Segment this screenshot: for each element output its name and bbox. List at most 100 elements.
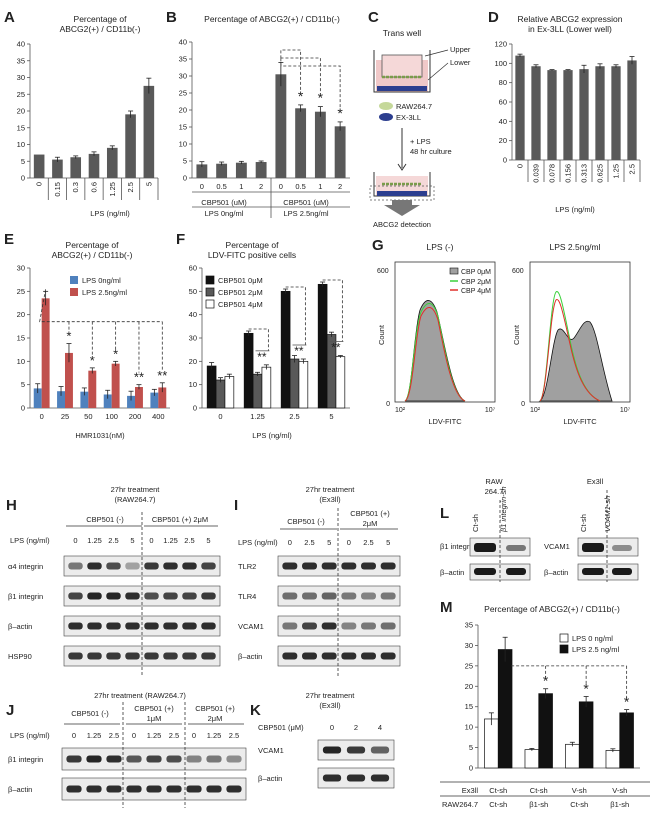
f-bar-series-0 (243, 332, 254, 409)
panel-i-label: I (234, 497, 238, 514)
f-xtick-label: 5 (329, 412, 333, 421)
m-bar-lps25 (578, 701, 594, 769)
e-bar-lps0 (80, 391, 89, 408)
panel-m-label: M (440, 599, 453, 616)
j-lane-labels: 0 1.25 2.5 0 1.25 2.5 0 1.25 2.5 (72, 731, 239, 740)
b-ytick-label: 15 (179, 123, 187, 132)
j-header: 27hr treatment (RAW264.7) (94, 691, 186, 700)
a-xtick-label: 0.15 (53, 182, 62, 197)
lower-label: Lower (450, 58, 471, 67)
blot-strip (277, 555, 401, 577)
blot-band (361, 592, 376, 600)
e-significance-star: ** (134, 370, 144, 385)
blot-band (201, 622, 216, 630)
blot-band (163, 622, 178, 630)
blot-band (144, 652, 159, 660)
e-significance-star: * (90, 353, 95, 368)
panel-d: D Relative ABCG2 expression in Ex-3LL (L… (488, 9, 641, 214)
lps-add-label: + LPS (410, 137, 431, 146)
blot-band (201, 562, 216, 570)
blot-band (68, 622, 83, 630)
blot-strip (63, 615, 221, 637)
blot-band (282, 622, 298, 630)
g-legend-2: CBP 4μM (461, 288, 491, 295)
m-ytick-label: 5 (469, 743, 473, 752)
blot-band (321, 592, 337, 600)
lane-label: 0 (347, 538, 351, 547)
b-ytick-label: 35 (179, 55, 187, 64)
f-ytick-label: 10 (189, 380, 197, 389)
i-header-1: 27hr treatment (306, 485, 356, 494)
histogram-lps-neg (394, 261, 496, 403)
b-significance-star: * (337, 105, 343, 121)
e-legend-label: LPS 0ng/ml (82, 276, 121, 285)
e-ytick-label: 20 (17, 310, 25, 319)
a-ytick-label: 0 (21, 174, 25, 183)
blot-band (282, 562, 298, 570)
d-xtick-label: 1.25 (612, 164, 621, 179)
l-left-row-1: β–actin (440, 568, 464, 577)
panel-b-label: B (166, 9, 177, 26)
e-legend-swatch (70, 288, 78, 296)
lane-label: 2.5 (229, 731, 239, 740)
lane-label: 5 (327, 538, 331, 547)
blot-band (322, 774, 342, 782)
panel-c: C Trans well Upper Lower RAW264.7 EX-3LL… (368, 9, 471, 229)
f-bar-series-1 (289, 358, 300, 409)
e-xtick-label: 400 (152, 412, 165, 421)
e-ytick-label: 5 (21, 380, 25, 389)
blot-band (321, 562, 337, 570)
d-xtick-label: 2.5 (628, 164, 637, 174)
g-right-xlabel: LDV-FITC (563, 417, 597, 426)
panel-d-title-2: in Ex-3LL (Lower well) (528, 24, 612, 34)
b-bar (196, 164, 208, 178)
panel-a: A Percentage of ABCG2(+) / CD11b(-) 0 5 10… (4, 9, 159, 218)
l-right-lane-0: Ct-sh (579, 514, 588, 532)
a-ytick-label: 10 (17, 140, 25, 149)
blot-band (206, 755, 222, 763)
transwell-diagram (373, 49, 449, 93)
panel-m: M Percentage of ABCG2(+) / CD11b(-) 0 5 10… (440, 599, 650, 809)
blot-band (106, 562, 121, 570)
blot-band (68, 562, 83, 570)
b-xtick-label: 1 (318, 182, 322, 191)
f-legend-label: CBP501 2μM (218, 288, 263, 297)
blot-strip (63, 645, 221, 667)
d-bar (531, 66, 541, 160)
panel-a-xlabel: LPS (ng/ml) (90, 209, 130, 218)
m-row2-cell: β1-sh (610, 800, 629, 809)
lane-label: 2.5 (109, 731, 119, 740)
b-ytick-label: 5 (183, 157, 187, 166)
h-lps-label: LPS (ng/ml) (10, 536, 50, 545)
blot-row-label: β1 integrin (8, 592, 43, 601)
m-row1-cell: Ct-sh (530, 786, 548, 795)
b-bar (275, 74, 287, 178)
culture-label: 48 hr culture (410, 147, 452, 156)
blot-row-label: β–actin (8, 622, 32, 631)
blot-strip (277, 585, 401, 607)
blot-band (125, 622, 140, 630)
b-xtick-label: 2 (338, 182, 342, 191)
panel-d-xlabel: LPS (ng/ml) (555, 205, 595, 214)
f-compare-bracket (285, 286, 306, 345)
f-legend-swatch (205, 299, 215, 309)
i-lps-label: LPS (ng/ml) (238, 538, 278, 547)
blot-band (86, 785, 102, 793)
f-bar-series-2 (224, 376, 235, 409)
blot-strip (63, 555, 221, 577)
l-left-lane-0: Ct-sh (471, 514, 480, 532)
j-lps-label: LPS (ng/ml) (10, 731, 50, 740)
e-bar-lps25 (41, 298, 50, 408)
panel-m-chart: 0 5 10 15 20 25 30 35 LPS 0 ng/ml LPS 2.5 ng/ml * *… (465, 621, 640, 773)
blot-band (163, 652, 178, 660)
e-bar-lps0 (57, 391, 65, 408)
blot-band (144, 562, 159, 570)
panel-j-label: J (6, 702, 14, 719)
m-bar-lps0 (524, 749, 540, 769)
e-ytick-label: 10 (17, 357, 25, 366)
f-significance-star: ** (294, 344, 304, 358)
b-compare-bracket (280, 58, 341, 108)
a-bar (88, 153, 100, 178)
e-bar-lps0 (33, 388, 42, 408)
lane-label: 2.5 (108, 536, 118, 545)
